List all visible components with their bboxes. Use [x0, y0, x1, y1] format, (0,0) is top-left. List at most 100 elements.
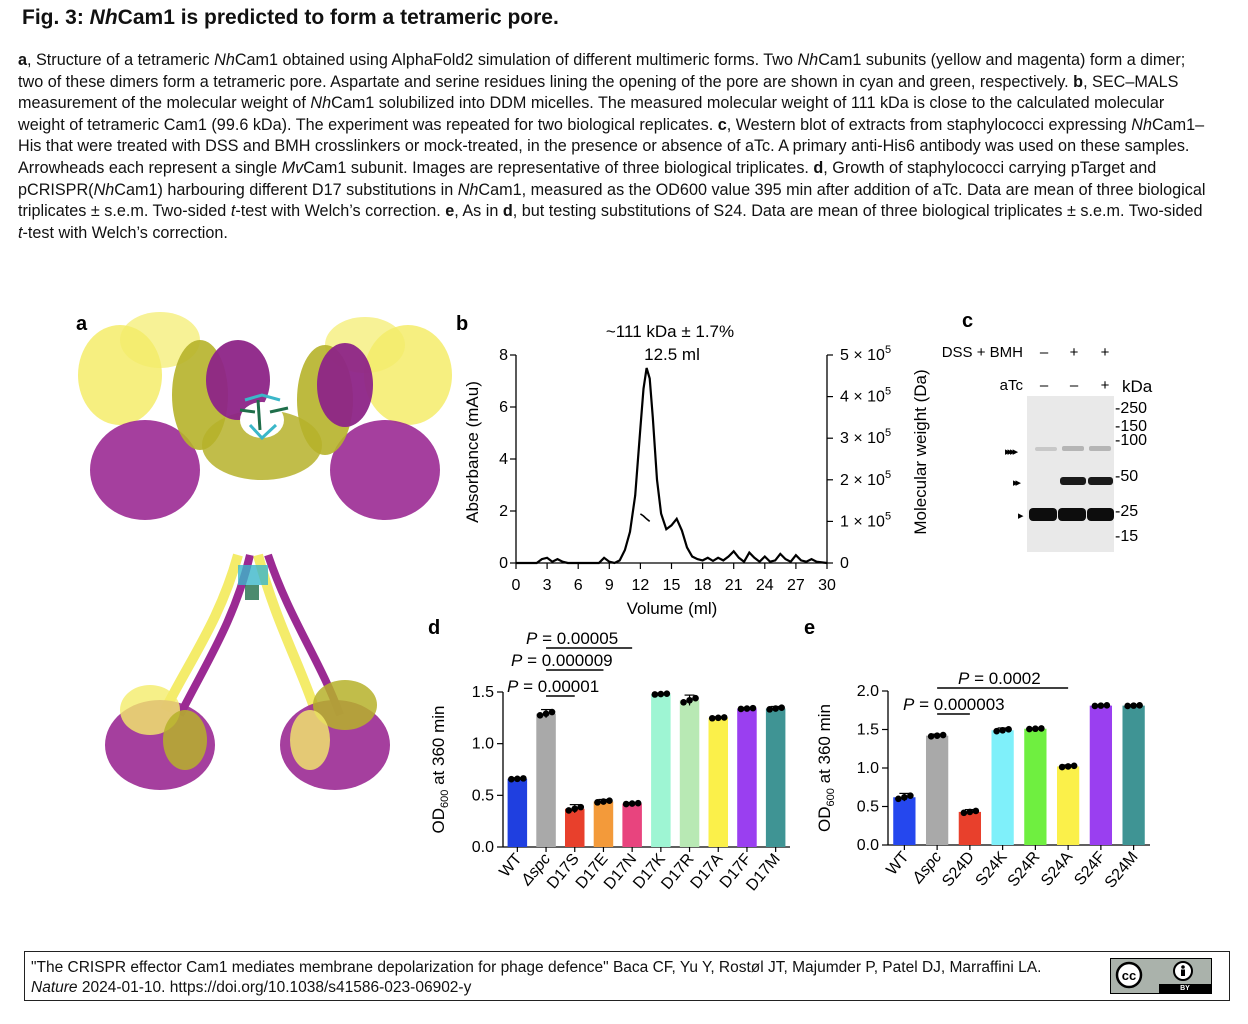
citation-journal: Nature [31, 979, 78, 996]
caption-italic: t [18, 223, 23, 242]
p-value: = 0.00001 [518, 677, 599, 696]
protein-structure-illustration [78, 312, 452, 790]
replicate-point [508, 775, 515, 783]
pore-residues [239, 393, 289, 441]
replicate-point [966, 808, 974, 816]
caption-text: , Structure of a tetrameric [27, 51, 215, 69]
replicate-point [927, 732, 935, 740]
western-blot: DSS + BMH – + + aTc – – + kDa -250 -150 … [942, 344, 1153, 552]
b-x-tick-label: 27 [787, 577, 805, 594]
c-row2-sign-1: – [1040, 377, 1049, 394]
figure-panels: a b c d e [76, 310, 1153, 894]
b-x-tick-label: 24 [756, 577, 774, 594]
y-tick-label: 1.5 [857, 722, 879, 739]
replicate-point [1136, 702, 1143, 709]
y-axis-label-part: at 360 min [815, 704, 834, 788]
sec-mals-chart: ~111 kDa ± 1.7% 12.5 ml 0 3 6 9 12 15 18 21 24 27… [463, 322, 930, 618]
replicate-point [993, 727, 1000, 735]
p-symbol: P [511, 651, 523, 670]
blot-band-lane1-faint [1035, 447, 1057, 451]
bar-S24K [991, 730, 1014, 845]
replicate-point [907, 792, 914, 800]
b-y-right-tick-label: 0 [840, 555, 849, 572]
c-marker-150: -150 [1115, 418, 1147, 435]
x-tick-label: D17R [658, 851, 697, 893]
b-x-tick-label: 30 [818, 577, 836, 594]
c-marker-100: -100 [1115, 432, 1147, 449]
molecular-weight-trace [639, 513, 651, 523]
blot-band-lane2-50 [1060, 477, 1086, 485]
y-tick-label: 0.0 [857, 837, 879, 854]
c-unit-label: kDa [1122, 377, 1153, 396]
caption-text: Cam1, measured as the OD600 value 395 mi… [18, 180, 1206, 221]
y-axis-label-sub: 600 [825, 788, 837, 806]
replicate-point [536, 712, 544, 719]
replicate-point [720, 714, 728, 721]
b-x-tick-label: 18 [694, 577, 712, 594]
replicate-point [708, 714, 716, 722]
b-x-tick-label: 9 [605, 577, 614, 594]
b-annotation-mw: ~111 kDa ± 1.7% [606, 322, 734, 341]
title-italic: Nh [89, 6, 118, 29]
y-tick-label: 1.0 [857, 760, 879, 777]
replicate-point [999, 726, 1006, 734]
caption-label-d: d [813, 158, 824, 177]
replicate-point [634, 799, 642, 807]
replicate-point [1005, 726, 1012, 733]
by-label: BY [1159, 984, 1211, 993]
replicate-point [1130, 702, 1137, 709]
bar-S24R [1024, 728, 1047, 845]
caption-italic: Nh [93, 180, 115, 199]
cc-by-icon: cc [1115, 961, 1193, 989]
p-symbol: P [507, 677, 519, 696]
caption-text: , SEC–MALS measurement of the molecular … [18, 72, 1179, 113]
y-axis-label-part: OD [429, 808, 448, 834]
b-y-left-tick-label: 4 [499, 451, 508, 468]
bar-D17E [593, 801, 614, 847]
replicate-point [714, 714, 722, 722]
blot-band-lane2-25 [1058, 508, 1086, 521]
replicate-point [895, 795, 902, 803]
caption-text: Cam1 solubilized into DDM micelles. The … [18, 94, 1165, 134]
b-x-tick-label: 15 [663, 577, 681, 594]
replicate-point [571, 805, 579, 813]
c-marker-15: -15 [1115, 528, 1138, 545]
bar-WT [507, 778, 528, 847]
bar-D17M [765, 708, 786, 847]
caption-label-e: e [445, 202, 455, 221]
figure-title: Fig. 3: NhCam1 is predicted to form a te… [22, 6, 559, 30]
b-y-right-tick-exponent: 5 [885, 386, 891, 398]
replicate-point [766, 706, 773, 713]
bar-S24M [1122, 705, 1145, 845]
replicate-point [651, 691, 659, 698]
replicate-point [1091, 702, 1099, 710]
replicate-point [548, 708, 556, 716]
cc-label: cc [1122, 968, 1136, 983]
replicate-point [737, 705, 745, 713]
replicate-point [749, 704, 757, 712]
caption-label-c: c [717, 115, 727, 134]
replicate-point [901, 793, 908, 801]
caption-text: -test with Welch’s correction. [22, 223, 228, 242]
caption-ref: d [502, 202, 513, 221]
y-axis-label-sub: 600 [439, 790, 451, 808]
b-y-right-tick-exponent: 5 [885, 469, 891, 481]
caption-text: Cam1–His that were treated with DSS and … [18, 115, 1205, 177]
caption-text: , As in [454, 202, 503, 221]
replicate-point [1070, 762, 1078, 770]
caption-italic: Nh [310, 94, 332, 113]
blot-band-lane3-25 [1087, 508, 1114, 521]
p-value-label: P = 0.000003 [903, 695, 1005, 714]
bar-S24F [1089, 705, 1113, 845]
caption-label-b: b [1073, 72, 1084, 91]
p-value-label: P = 0.000009 [511, 651, 613, 670]
x-tick-label: WT [883, 848, 912, 878]
b-y-left-label: Absorbance (mAu) [463, 381, 482, 523]
b-x-tick-label: 21 [725, 577, 743, 594]
y-axis-label-part: OD [815, 806, 834, 832]
y-axis-label-part: at 360 min [429, 706, 448, 790]
bar-Δspc [925, 735, 949, 845]
p-symbol: P [526, 629, 538, 648]
caption-label-a: a [18, 51, 28, 69]
